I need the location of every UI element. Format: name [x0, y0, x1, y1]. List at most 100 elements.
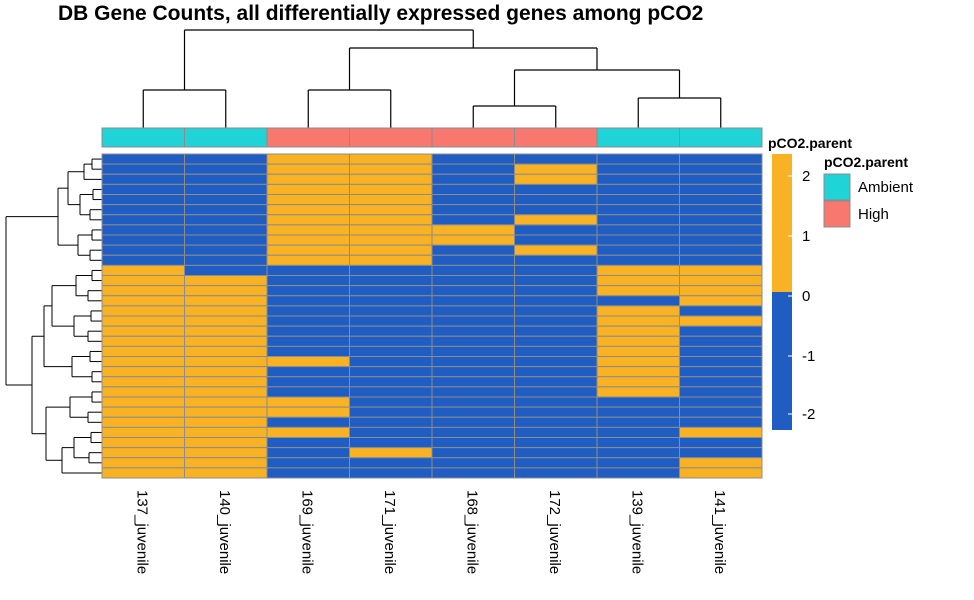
heatmap-cell — [266, 254, 350, 266]
heatmap-cell — [514, 426, 598, 438]
heatmap-cell — [184, 467, 268, 479]
heatmap-cell — [184, 345, 268, 357]
heatmap-cell — [101, 447, 185, 459]
color-scale-legend: 2 1 0 -1 -2 — [772, 154, 815, 430]
heatmap-cell — [514, 335, 598, 347]
heatmap-cell — [184, 356, 268, 368]
heatmap-cell — [514, 163, 598, 175]
heatmap-cell — [596, 234, 680, 246]
heatmap-cell — [266, 264, 350, 276]
heatmap-cell — [101, 376, 185, 388]
heatmap-cell — [514, 447, 598, 459]
colorbar-high-segment — [772, 154, 792, 292]
heatmap-cell — [596, 153, 680, 165]
heatmap-cell — [679, 163, 763, 175]
heatmap-cell — [184, 285, 268, 297]
heatmap-cell — [184, 254, 268, 266]
heatmap-cell — [679, 325, 763, 337]
heatmap-cell — [596, 285, 680, 297]
heatmap-cell — [679, 457, 763, 469]
heatmap-cell — [349, 426, 433, 438]
heatmap-cell — [679, 345, 763, 357]
heatmap-cell — [266, 285, 350, 297]
heatmap-cell — [514, 285, 598, 297]
heatmap-cell — [349, 366, 433, 378]
heatmap-cell — [679, 244, 763, 256]
heatmap-cell — [266, 457, 350, 469]
heatmap-cell — [514, 244, 598, 256]
heatmap-cell — [514, 467, 598, 479]
annotation-cell — [184, 127, 268, 148]
heatmap-cell — [184, 437, 268, 449]
heatmap-cell — [101, 437, 185, 449]
colorbar-tick-label: 0 — [802, 288, 810, 305]
heatmap-cell — [514, 406, 598, 418]
heatmap-cell — [266, 426, 350, 438]
heatmap-cell — [679, 275, 763, 287]
heatmap-cell — [349, 356, 433, 368]
heatmap-cell — [431, 173, 515, 185]
heatmap-cell — [101, 234, 185, 246]
heatmap-cell — [679, 234, 763, 246]
heatmap-cell — [431, 376, 515, 388]
column-label: 168_juvenile — [463, 490, 480, 574]
heatmap-cell — [514, 295, 598, 307]
heatmap-cell — [266, 173, 350, 185]
heatmap-cell — [101, 467, 185, 479]
heatmap-cell — [349, 376, 433, 388]
heatmap-cell — [514, 437, 598, 449]
heatmap-cell — [184, 224, 268, 236]
heatmap-cell — [184, 416, 268, 428]
column-annotation-bar — [101, 127, 763, 148]
heatmap-cell — [266, 163, 350, 175]
column-label: 139_juvenile — [628, 490, 645, 574]
heatmap-cell — [679, 335, 763, 347]
heatmap-cell — [596, 173, 680, 185]
heatmap-cell — [596, 437, 680, 449]
heatmap-cell — [184, 244, 268, 256]
heatmap-cell — [596, 467, 680, 479]
annotation-legend-title: pCO2.parent — [824, 154, 908, 170]
heatmap-cell — [101, 396, 185, 408]
colorbar-tick-label: -2 — [802, 406, 815, 423]
heatmap-cell — [184, 386, 268, 398]
heatmap-cell — [184, 163, 268, 175]
heatmap-cell — [349, 183, 433, 195]
column-label: 171_juvenile — [381, 490, 398, 574]
heatmap-cell — [514, 386, 598, 398]
heatmap-cell — [266, 214, 350, 226]
heatmap-cell — [349, 295, 433, 307]
heatmap-cell — [679, 204, 763, 216]
heatmap-cell — [101, 244, 185, 256]
heatmap-cell — [679, 295, 763, 307]
heatmap-cell — [266, 335, 350, 347]
heatmap-cell — [596, 457, 680, 469]
heatmap-cell — [679, 447, 763, 459]
heatmap-cell — [431, 315, 515, 327]
heatmap-cell — [266, 244, 350, 256]
annotation-cell — [101, 127, 185, 148]
heatmap-cell — [101, 194, 185, 206]
heatmap-cell — [184, 325, 268, 337]
heatmap-cell — [596, 386, 680, 398]
column-label: 137_juvenile — [133, 490, 150, 574]
heatmap-cell — [431, 254, 515, 266]
heatmap-cell — [349, 416, 433, 428]
annotation-cell — [431, 127, 515, 148]
heatmap-cell — [266, 437, 350, 449]
colorbar-low-segment — [772, 292, 792, 430]
heatmap-cell — [184, 194, 268, 206]
heatmap-cell — [349, 214, 433, 226]
heatmap-cell — [596, 254, 680, 266]
heatmap-cell — [596, 264, 680, 276]
heatmap-cell — [431, 426, 515, 438]
heatmap-cell — [596, 345, 680, 357]
annotation-cell — [349, 127, 433, 148]
legend-swatch — [823, 173, 851, 201]
heatmap-cell — [596, 447, 680, 459]
heatmap-cell — [514, 224, 598, 236]
heatmap-cell — [596, 366, 680, 378]
heatmap-cell — [679, 366, 763, 378]
heatmap-cell — [431, 264, 515, 276]
heatmap-cell — [266, 467, 350, 479]
